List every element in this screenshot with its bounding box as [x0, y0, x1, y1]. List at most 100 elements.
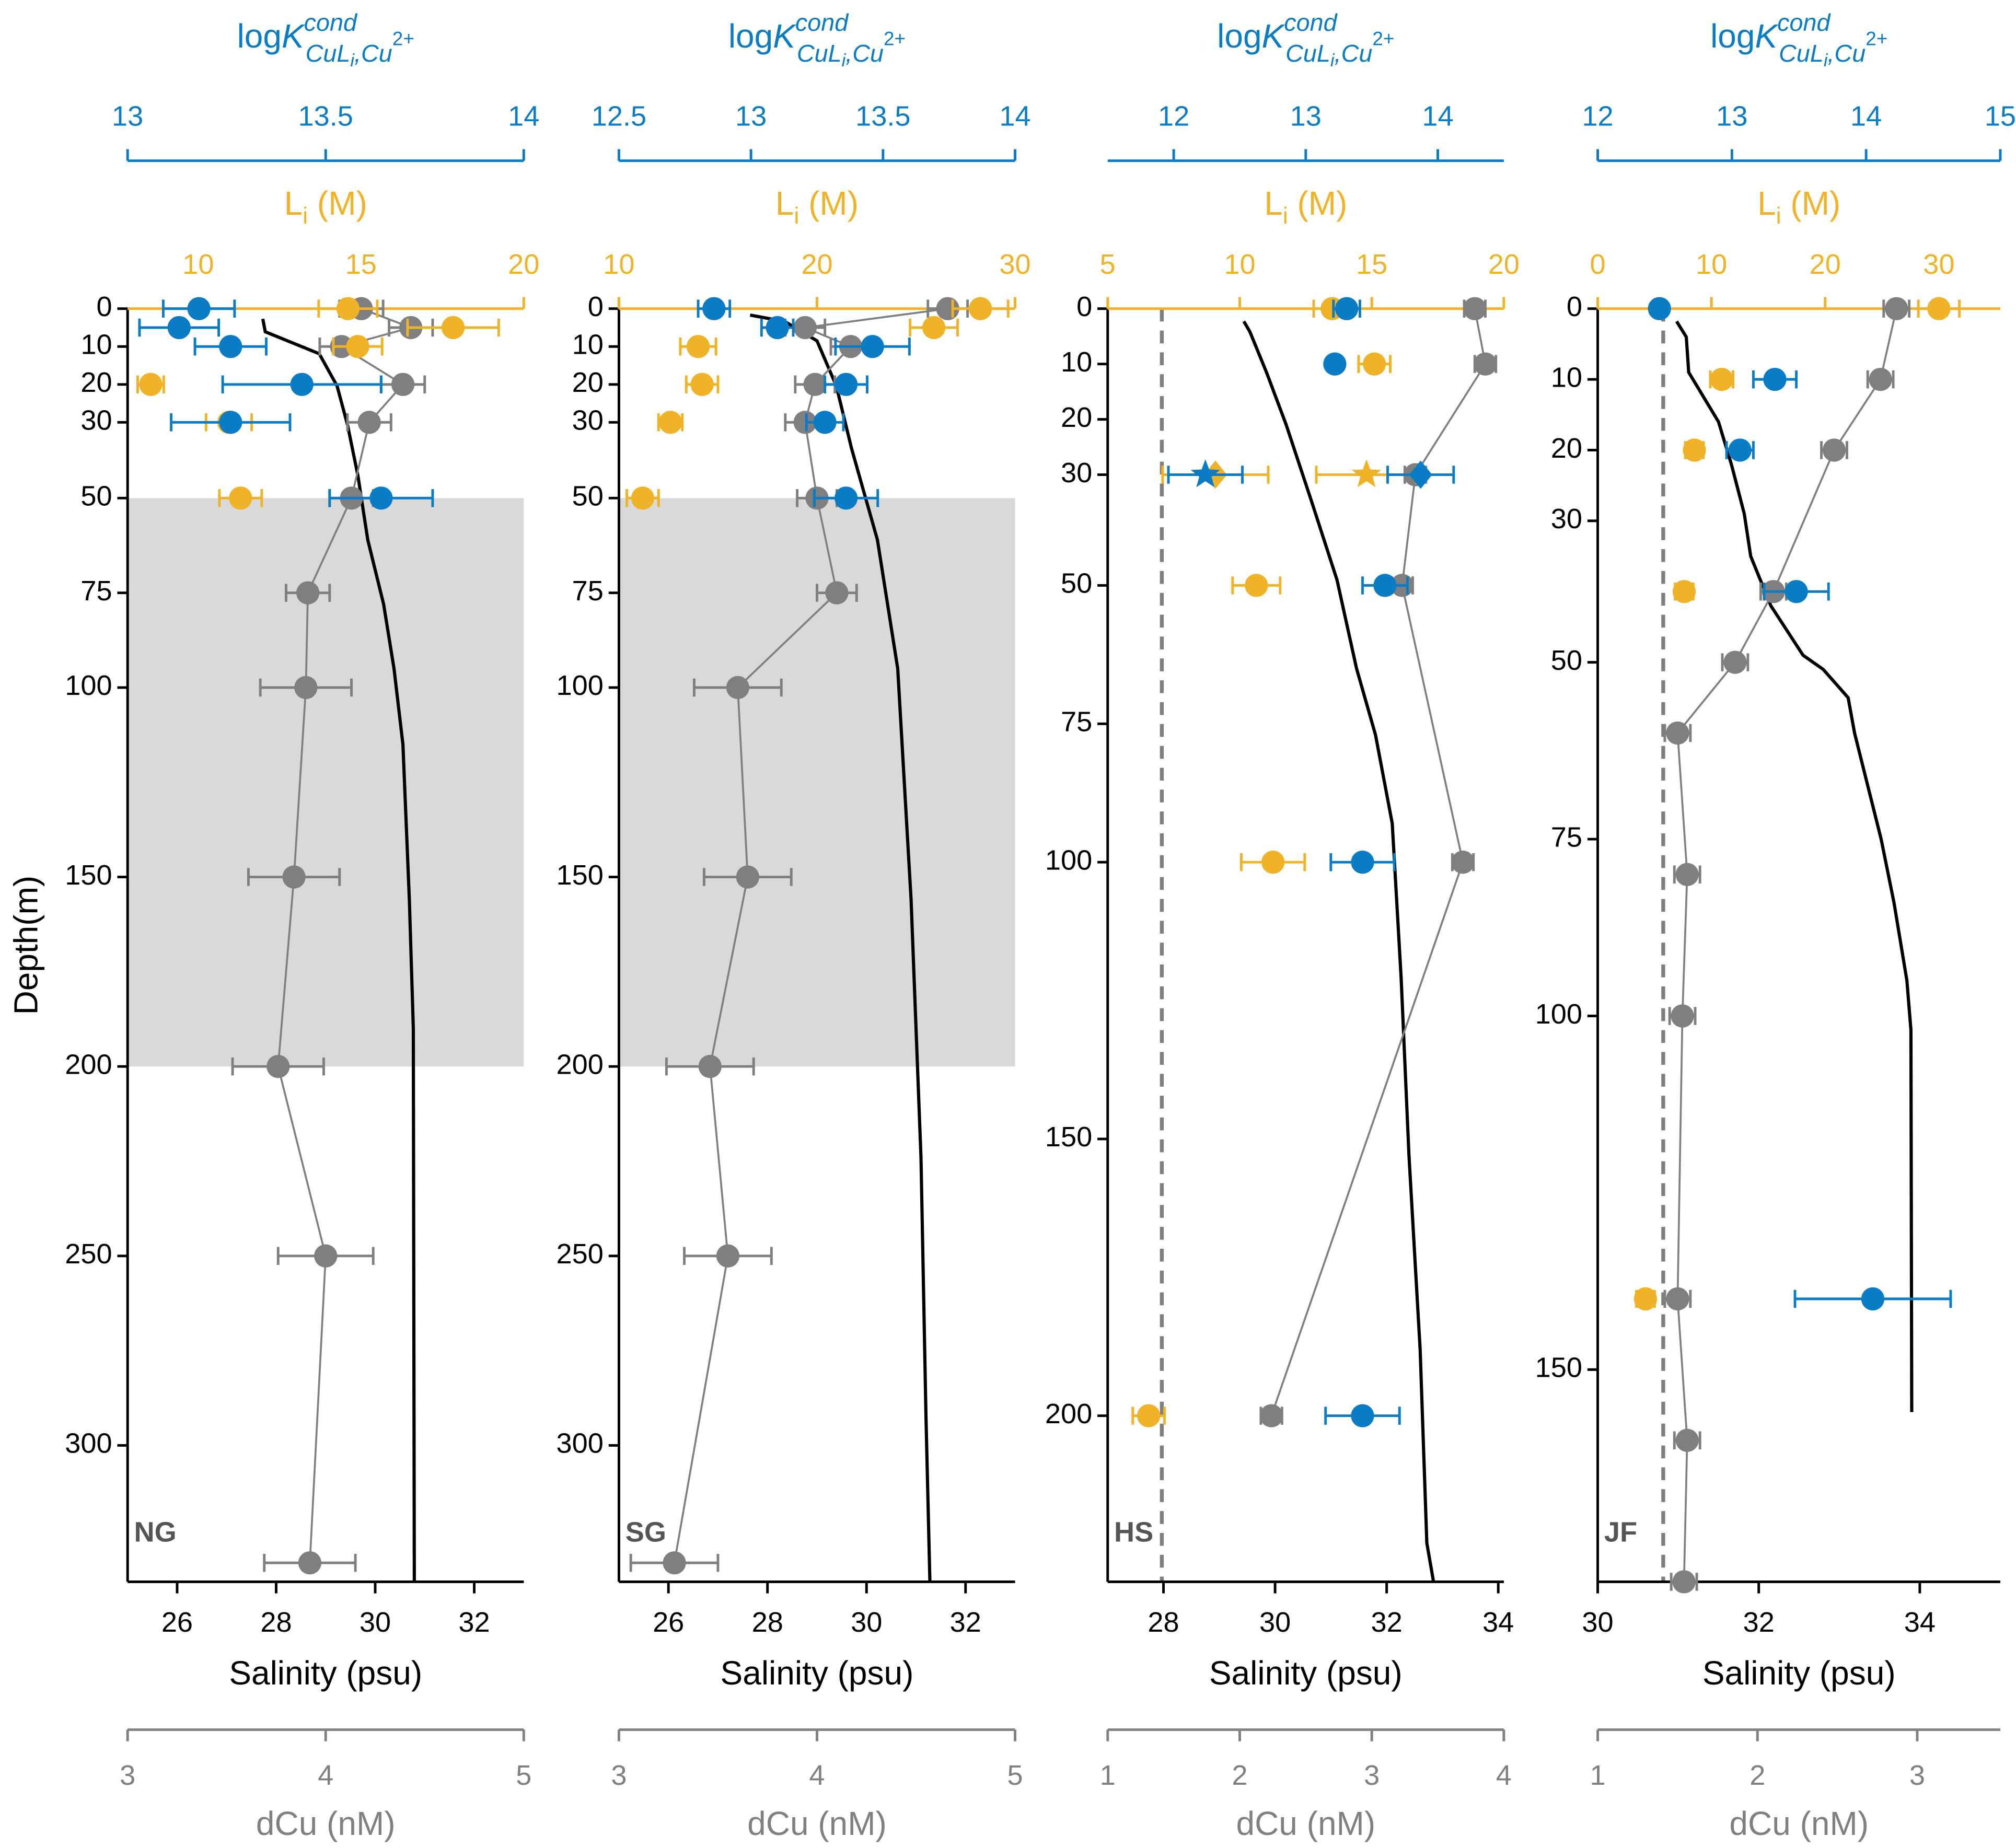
label-part: ,Cu: [845, 40, 884, 67]
point: [1671, 1004, 1694, 1028]
salinity-tick-label: 30: [851, 1607, 882, 1638]
dcu-tick-label: 3: [120, 1760, 135, 1791]
label-part: CuL: [797, 40, 842, 67]
point: [1710, 367, 1733, 391]
point: [290, 373, 314, 396]
point: [219, 411, 242, 434]
point: [1323, 352, 1347, 376]
point: [686, 335, 710, 358]
point: [1351, 459, 1382, 487]
li-tick-label: 15: [345, 249, 377, 280]
li-axis-label: Li (M): [1757, 184, 1840, 229]
panel-label: SG: [625, 1517, 666, 1548]
point: [1474, 352, 1497, 376]
point: [1927, 297, 1951, 320]
logk-tick-label: 13.5: [855, 101, 910, 132]
dcu-tick-label: 1: [1590, 1760, 1605, 1791]
y-tick-label: 30: [1551, 503, 1582, 534]
point: [1351, 1404, 1374, 1427]
salinity-tick-label: 28: [752, 1607, 783, 1638]
label-part: i: [1330, 51, 1335, 71]
point: [336, 297, 360, 320]
y-tick-label: 10: [572, 329, 604, 361]
li-tick-label: 5: [1100, 249, 1116, 280]
y-tick-label: 50: [80, 481, 112, 512]
y-tick-label: 20: [1551, 433, 1582, 464]
label-part: CuL: [1285, 40, 1330, 67]
salinity-tick-label: 28: [260, 1607, 292, 1638]
logk-tick-label: 12: [1582, 101, 1613, 132]
point: [1335, 297, 1359, 320]
label-part: K: [773, 17, 797, 55]
y-tick-label: 300: [557, 1428, 604, 1459]
y-tick-label: 50: [1061, 568, 1092, 599]
li-axis-label: Li (M): [775, 184, 859, 229]
point: [813, 411, 837, 434]
y-tick-label: 150: [65, 859, 112, 891]
label-part: K: [1755, 17, 1779, 55]
label-part: 2+: [392, 28, 414, 49]
salinity-tick-label: 26: [161, 1607, 193, 1638]
point: [922, 316, 946, 340]
point: [793, 316, 817, 340]
label-part: log: [728, 17, 773, 55]
label-part: K: [282, 17, 306, 55]
salinity-tick-label: 30: [1259, 1607, 1291, 1638]
point: [702, 297, 726, 320]
point: [736, 865, 759, 889]
label-part: 2+: [1866, 28, 1887, 49]
label-part: cond: [304, 9, 358, 36]
label-part: 2+: [884, 28, 906, 49]
logk-axis-label: logKcond CuLi,Cu2+: [1710, 9, 1887, 71]
dcu-tick-label: 4: [318, 1760, 333, 1791]
label-part: cond: [795, 9, 849, 36]
shaded-region: [619, 498, 1015, 1067]
logk-tick-label: 13.5: [298, 101, 353, 132]
point: [631, 486, 655, 510]
li-tick-label: 20: [801, 249, 832, 280]
point: [1351, 851, 1374, 874]
label-part: CuL: [1779, 40, 1824, 67]
y-tick-label: 100: [1045, 844, 1092, 876]
dcu-tick-label: 3: [1909, 1760, 1925, 1791]
point: [1869, 367, 1892, 391]
label-part: (M): [1781, 184, 1841, 222]
point: [1190, 459, 1220, 487]
logk-tick-label: 13: [1716, 101, 1747, 132]
label-part: i: [1824, 51, 1828, 71]
li-tick-label: 10: [1224, 249, 1255, 280]
point: [167, 316, 191, 340]
logk-axis-label: logKcond CuLi,Cu2+: [728, 9, 906, 71]
label-part: ,Cu: [1828, 40, 1866, 67]
dcu-tick-label: 1: [1100, 1760, 1116, 1791]
dcu-tick-label: 4: [1496, 1760, 1512, 1791]
logk-tick-label: 14: [508, 101, 539, 132]
point: [1822, 438, 1846, 462]
point: [1683, 438, 1706, 462]
shaded-region: [128, 498, 524, 1067]
dcu-axis-label: dCu (nM): [747, 1805, 887, 1842]
point: [969, 297, 992, 320]
point: [1675, 1428, 1699, 1452]
point: [793, 411, 817, 434]
dcu-tick-label: 3: [611, 1760, 627, 1791]
logk-tick-label: 14: [1422, 101, 1453, 132]
y-tick-label: 30: [572, 405, 604, 436]
li-tick-label: 10: [182, 249, 214, 280]
logk-axis-label: logKcond CuLi,Cu2+: [237, 9, 414, 71]
label-part: CuL: [306, 40, 351, 67]
point: [346, 335, 369, 358]
y-tick-label: 50: [572, 481, 604, 512]
y-axis-label: Depth(m): [7, 876, 45, 1015]
salinity-axis-label: Salinity (psu): [1209, 1654, 1403, 1692]
salinity-tick-label: 34: [1482, 1607, 1514, 1638]
point: [1785, 580, 1808, 603]
point: [766, 316, 789, 340]
y-tick-label: 20: [80, 367, 112, 398]
label-part: K: [1262, 17, 1286, 55]
y-tick-label: 0: [1076, 291, 1092, 322]
salinity-tick-label: 32: [950, 1607, 981, 1638]
logk-axis-label: logKcond CuLi,Cu2+: [1217, 9, 1394, 71]
point: [298, 1551, 322, 1575]
li-tick-label: 20: [508, 249, 539, 280]
